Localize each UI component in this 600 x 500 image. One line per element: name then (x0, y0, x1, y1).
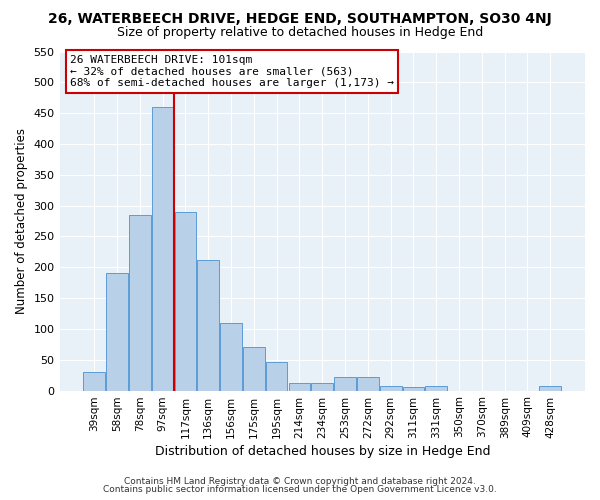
Bar (357, 377, 379, 390)
Text: Contains public sector information licensed under the Open Government Licence v3: Contains public sector information licen… (103, 485, 497, 494)
Text: Contains HM Land Registry data © Crown copyright and database right 2024.: Contains HM Land Registry data © Crown c… (124, 477, 476, 486)
Text: 26, WATERBEECH DRIVE, HEDGE END, SOUTHAMPTON, SO30 4NJ: 26, WATERBEECH DRIVE, HEDGE END, SOUTHAM… (48, 12, 552, 26)
Bar (334, 377, 356, 390)
Bar (425, 386, 447, 390)
Bar (539, 386, 561, 390)
Bar (311, 382, 333, 390)
Bar (220, 323, 242, 390)
Bar (129, 215, 151, 390)
Text: Size of property relative to detached houses in Hedge End: Size of property relative to detached ho… (117, 26, 483, 39)
Bar (106, 274, 128, 390)
Y-axis label: Number of detached properties: Number of detached properties (15, 128, 28, 314)
Bar (175, 212, 196, 390)
Bar (266, 362, 287, 390)
X-axis label: Distribution of detached houses by size in Hedge End: Distribution of detached houses by size … (155, 444, 490, 458)
Text: 26 WATERBEECH DRIVE: 101sqm
← 32% of detached houses are smaller (563)
68% of se: 26 WATERBEECH DRIVE: 101sqm ← 32% of det… (70, 55, 394, 88)
Bar (243, 348, 265, 391)
Bar (83, 372, 105, 390)
Bar (289, 382, 310, 390)
Bar (152, 107, 173, 391)
Bar (380, 386, 401, 390)
Bar (403, 388, 424, 390)
Bar (197, 260, 219, 390)
